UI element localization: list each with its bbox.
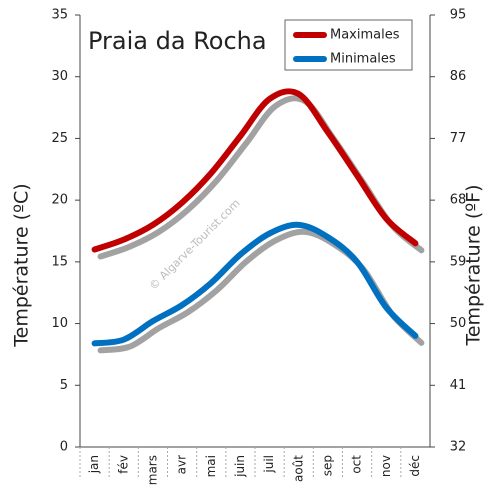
y2-tick-label: 41 (450, 378, 467, 393)
x-tick-label: oct (350, 455, 364, 474)
x-tick-label: déc (408, 455, 422, 477)
y-tick-label: 5 (60, 378, 68, 393)
series-line (91, 88, 419, 253)
y-tick-label: 10 (51, 316, 68, 331)
y2-tick-label: 32 (450, 440, 467, 455)
y-axis-label: Température (ºC) (11, 183, 33, 347)
chart-title: Praia da Rocha (88, 27, 267, 55)
legend-label: Minimales (330, 52, 396, 67)
y2-tick-label: 59 (450, 254, 467, 269)
x-tick-label: sep (320, 455, 334, 476)
y-tick-label: 15 (51, 254, 68, 269)
legend-label: Maximales (330, 28, 400, 43)
y2-tick-label: 86 (450, 69, 467, 84)
x-tick-label: juil (262, 455, 276, 474)
x-tick-label: fév (116, 455, 130, 474)
y2-tick-label: 77 (450, 131, 467, 146)
x-tick-label: mai (204, 455, 218, 477)
x-tick-label: mars (145, 455, 159, 485)
y2-axis-label: Température (ºF) (463, 184, 485, 346)
y2-tick-label: 95 (450, 8, 467, 23)
y-tick-label: 35 (51, 8, 68, 23)
y2-tick-label: 50 (450, 316, 467, 331)
y-tick-label: 0 (60, 440, 68, 455)
series-line (91, 221, 419, 347)
y2-tick-label: 68 (450, 193, 467, 208)
y-tick-label: 30 (51, 69, 68, 84)
x-tick-label: jan (87, 455, 101, 474)
y-tick-label: 25 (51, 131, 68, 146)
x-tick-label: nov (379, 455, 393, 477)
x-tick-label: avr (175, 455, 189, 474)
x-tick-label: août (291, 455, 305, 482)
x-tick-label: juin (233, 455, 247, 478)
y-tick-label: 20 (51, 193, 68, 208)
